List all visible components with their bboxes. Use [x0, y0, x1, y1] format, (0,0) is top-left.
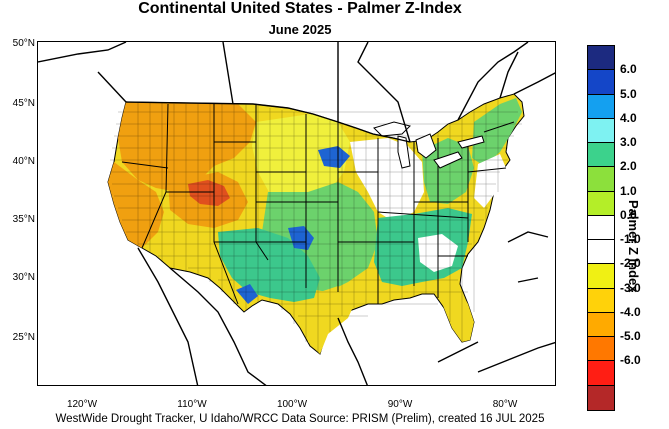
colorbar-tick-label: -3.0 — [620, 280, 641, 295]
colorbar-tick-label: -1.0 — [620, 232, 641, 247]
lat-label-50: 50°N — [12, 38, 35, 49]
lon-label-110: 110°W — [177, 399, 207, 410]
colorbar-tick-label: -6.0 — [620, 353, 641, 368]
green-northeast — [472, 98, 522, 166]
blue-nm — [236, 284, 258, 304]
map-subtitle: June 2025 — [268, 22, 332, 37]
green-ohio — [422, 138, 474, 204]
lat-label-30: 30°N — [12, 272, 35, 283]
colorbar-cell — [588, 167, 614, 192]
colorbar-tick-label: -5.0 — [620, 329, 641, 344]
colorbar — [587, 45, 615, 411]
colorbar-cell — [588, 94, 614, 119]
colorbar-tick-label: 5.0 — [620, 86, 637, 101]
colorbar-tick-label: -2.0 — [620, 256, 641, 271]
colorbar-tick-label: 6.0 — [620, 62, 637, 77]
colorbar-cell — [588, 143, 614, 168]
colorbar-title: Palmer Z Index — [626, 200, 641, 293]
red-hotspot — [188, 180, 230, 206]
us-map — [38, 42, 555, 385]
colorbar-cell — [588, 337, 614, 362]
colorbar-cell — [588, 191, 614, 216]
colorbar-cell — [588, 70, 614, 95]
lat-label-35: 35°N — [12, 214, 35, 225]
lat-label-40: 40°N — [12, 156, 35, 167]
colorbar-tick-label: 0.0 — [620, 207, 637, 222]
lon-label-80: 80°W — [492, 399, 518, 410]
lat-label-25: 25°N — [12, 332, 35, 343]
great-lakes — [373, 121, 485, 169]
colorbar-tick-label: 2.0 — [620, 159, 637, 174]
colorbar-cell — [588, 215, 614, 241]
yellow-florida — [438, 286, 474, 342]
colorbar-tick-label: 1.0 — [620, 183, 637, 198]
colorbar-cell — [588, 288, 614, 313]
orange-northwest — [118, 102, 256, 192]
colorbar-cell — [588, 385, 614, 410]
state-borders — [121, 103, 515, 305]
source-credit: WestWide Drought Tracker, U Idaho/WRCC D… — [55, 413, 545, 425]
map-title: Continental United States - Palmer Z-Ind… — [138, 0, 462, 17]
colorbar-tick-label: -4.0 — [620, 304, 641, 319]
lat-label-45: 45°N — [12, 98, 35, 109]
lon-label-90: 90°W — [387, 399, 413, 410]
lon-label-120: 120°W — [66, 399, 98, 410]
map-frame — [37, 41, 556, 386]
international-borders — [38, 42, 555, 385]
lon-label-100: 100°W — [276, 399, 308, 410]
colorbar-cell — [588, 312, 614, 338]
colorbar-cell — [588, 118, 614, 144]
colorbar-cell — [588, 46, 614, 71]
colorbar-cell — [588, 361, 614, 386]
colorbar-tick-label: 4.0 — [620, 110, 637, 125]
colorbar-cell — [588, 240, 614, 265]
colorbar-tick-label: 3.0 — [620, 135, 637, 150]
colorbar-cell — [588, 264, 614, 289]
yellow-gulf — [304, 286, 358, 354]
